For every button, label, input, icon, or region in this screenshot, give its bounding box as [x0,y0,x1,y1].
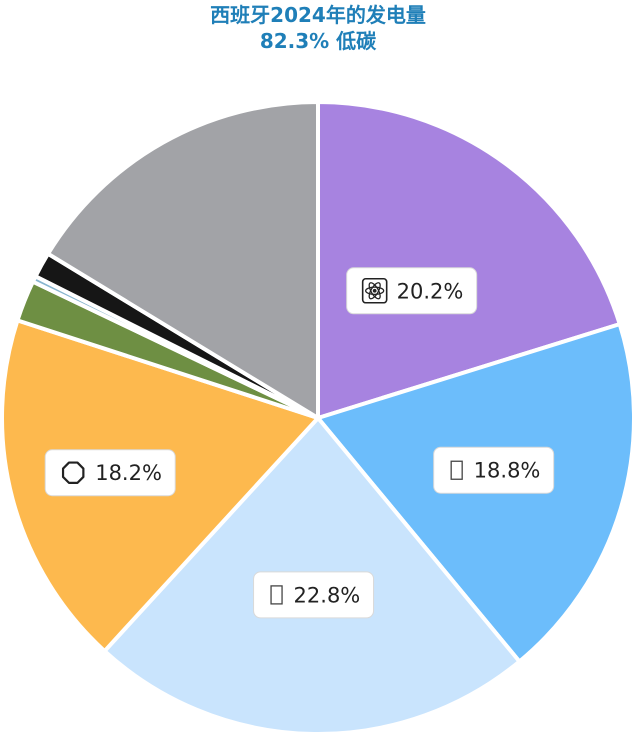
chart-title: 西班牙2024年的发电量 [210,3,426,27]
slice-value-label: 18.8% [474,459,541,483]
chart-header: 西班牙2024年的发电量 82.3% 低碳 [0,0,636,54]
slice-label: 20.2% [346,267,478,315]
hydro-icon [270,585,283,605]
slice-label: 18.8% [433,446,555,494]
pie-slices [0,100,636,736]
slice-value-label: 20.2% [397,279,464,303]
chart-subtitle: 82.3% 低碳 [259,29,377,53]
pie-slice [316,100,622,420]
slice-value-label: 22.8% [294,583,361,607]
slice-label: 18.2% [44,449,176,497]
slice-label: 22.8% [253,571,375,619]
wind-icon [450,460,463,480]
slice-value-label: 18.2% [95,461,162,485]
atom-icon [361,277,388,304]
pie-labels: 20.2% 18.8% 22.8% 18.2% [44,267,555,619]
pie-slice [46,100,320,420]
sun-icon [61,461,85,485]
